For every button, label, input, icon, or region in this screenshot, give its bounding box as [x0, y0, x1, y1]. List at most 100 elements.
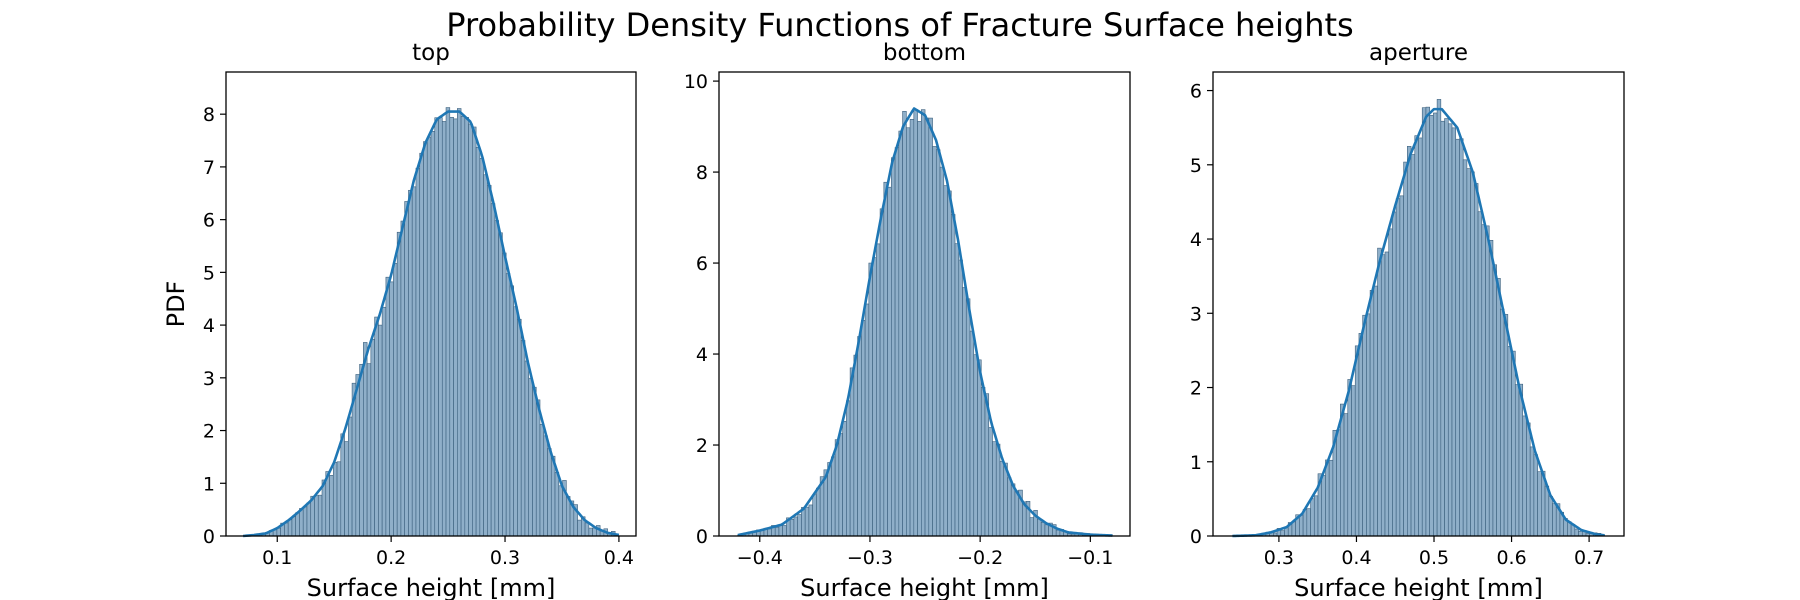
histogram-bar	[853, 354, 858, 537]
x-tick-label: 0.7	[1574, 547, 1604, 569]
histogram-bar	[1336, 429, 1341, 537]
histogram-bar	[1429, 115, 1434, 537]
histogram-bar	[430, 130, 436, 537]
histogram-bar	[502, 252, 507, 537]
histogram-bar	[423, 141, 428, 537]
histogram-bar	[1037, 518, 1042, 537]
histogram-bar	[958, 259, 963, 537]
histogram-bar	[887, 186, 892, 537]
histogram-bar	[490, 203, 496, 537]
histogram-bar	[464, 117, 469, 537]
histogram-bar	[969, 330, 975, 537]
histogram-bar	[310, 495, 315, 537]
histogram-bar	[767, 528, 772, 537]
histogram-bar	[1395, 198, 1401, 537]
histogram-bar	[400, 220, 405, 537]
histogram-bar	[1354, 345, 1360, 537]
histogram-bar	[1578, 530, 1583, 537]
histogram-bar	[984, 393, 990, 537]
histogram-bar	[306, 502, 312, 537]
histogram-bar	[295, 512, 300, 537]
histogram-bar	[857, 336, 862, 537]
histogram-bar	[906, 127, 911, 537]
x-tick-label: 0.5	[1419, 547, 1449, 569]
histogram-bar	[588, 527, 593, 537]
y-tick-label: 2	[1190, 378, 1202, 400]
x-tick-label: 0.1	[262, 547, 292, 569]
histogram-bar	[834, 439, 840, 537]
histogram-bar	[1280, 530, 1285, 537]
y-tick-label: 5	[203, 262, 215, 284]
histogram-bar	[1407, 146, 1412, 537]
histogram-bar	[995, 443, 1001, 537]
histogram-bar	[883, 181, 888, 537]
subplot-bottom: bottom Surface height [mm] −0.4 −0.3 −0.2 −…	[684, 40, 1131, 600]
histogram-bar	[1418, 137, 1423, 537]
histogram-bar	[1477, 211, 1483, 537]
histogram-bar	[355, 374, 360, 537]
histogram-bar	[344, 441, 349, 537]
histogram-bar	[816, 487, 821, 537]
histogram-bar	[453, 118, 458, 537]
histogram-bar	[999, 460, 1005, 537]
y-tick-label: 4	[203, 315, 215, 337]
histogram-bar	[411, 186, 417, 537]
histogram-bar	[846, 400, 851, 537]
histogram-bar	[1306, 508, 1311, 537]
x-tick-label: −0.3	[847, 547, 893, 569]
histogram-bar	[1384, 251, 1390, 537]
histogram-bar	[577, 519, 582, 537]
histogram-bar	[419, 152, 424, 537]
x-axis-label: Surface height [mm]	[1294, 574, 1543, 600]
histogram-bar	[336, 461, 342, 537]
histogram-bar	[977, 359, 982, 537]
x-tick-label: 0.6	[1496, 547, 1526, 569]
histogram-bar	[1425, 106, 1430, 537]
histogram-bar	[389, 281, 394, 537]
histogram-bar	[917, 121, 922, 537]
y-axis-label: PDF	[162, 281, 190, 328]
histogram-bar	[1040, 522, 1046, 537]
histogram-bar	[992, 441, 997, 537]
histogram-bar	[314, 495, 319, 537]
histogram-bar	[396, 231, 402, 537]
histogram-bar	[329, 475, 334, 537]
histogram-bar	[838, 433, 843, 537]
histogram-bar	[1003, 462, 1008, 537]
histogram-bar	[393, 263, 398, 537]
histogram-bar	[849, 367, 855, 537]
histogram-bar	[1377, 247, 1382, 537]
histogram-bar	[1451, 127, 1457, 537]
y-tick-label: 1	[1190, 452, 1202, 474]
y-tick-label: 6	[203, 210, 215, 232]
y-tick-label: 10	[684, 71, 708, 93]
x-tick-label: −0.4	[737, 547, 783, 569]
histogram-bar	[408, 189, 413, 537]
x-axis-label: Surface height [mm]	[800, 574, 1049, 600]
histogram-bar	[928, 117, 933, 537]
histogram-bar	[879, 208, 885, 537]
histogram-bar	[441, 121, 447, 537]
histogram-bar	[404, 201, 409, 537]
x-tick-label: 0.3	[1264, 547, 1294, 569]
histogram-bar	[1313, 495, 1319, 537]
y-tick-label: 6	[696, 253, 708, 275]
histogram-bar	[1369, 289, 1375, 537]
histogram-bar	[1485, 225, 1490, 537]
histogram-bar	[1462, 159, 1468, 537]
histogram-bar	[1392, 211, 1397, 537]
histogram-bar	[950, 214, 956, 537]
histogram-bar	[535, 399, 541, 537]
histogram-bar	[1321, 475, 1326, 537]
histogram-bar	[1526, 422, 1531, 537]
histogram-bar	[947, 190, 952, 537]
histogram-bar	[1044, 524, 1049, 537]
histogram-bar	[1500, 308, 1505, 537]
histogram-bar	[1373, 285, 1378, 537]
kde-line	[737, 107, 1113, 537]
histogram-bar	[872, 257, 877, 537]
y-tick-label: 5	[1190, 155, 1202, 177]
histogram-bar	[498, 232, 503, 537]
histogram-bar	[1440, 120, 1445, 537]
histogram-bar	[1459, 138, 1464, 537]
